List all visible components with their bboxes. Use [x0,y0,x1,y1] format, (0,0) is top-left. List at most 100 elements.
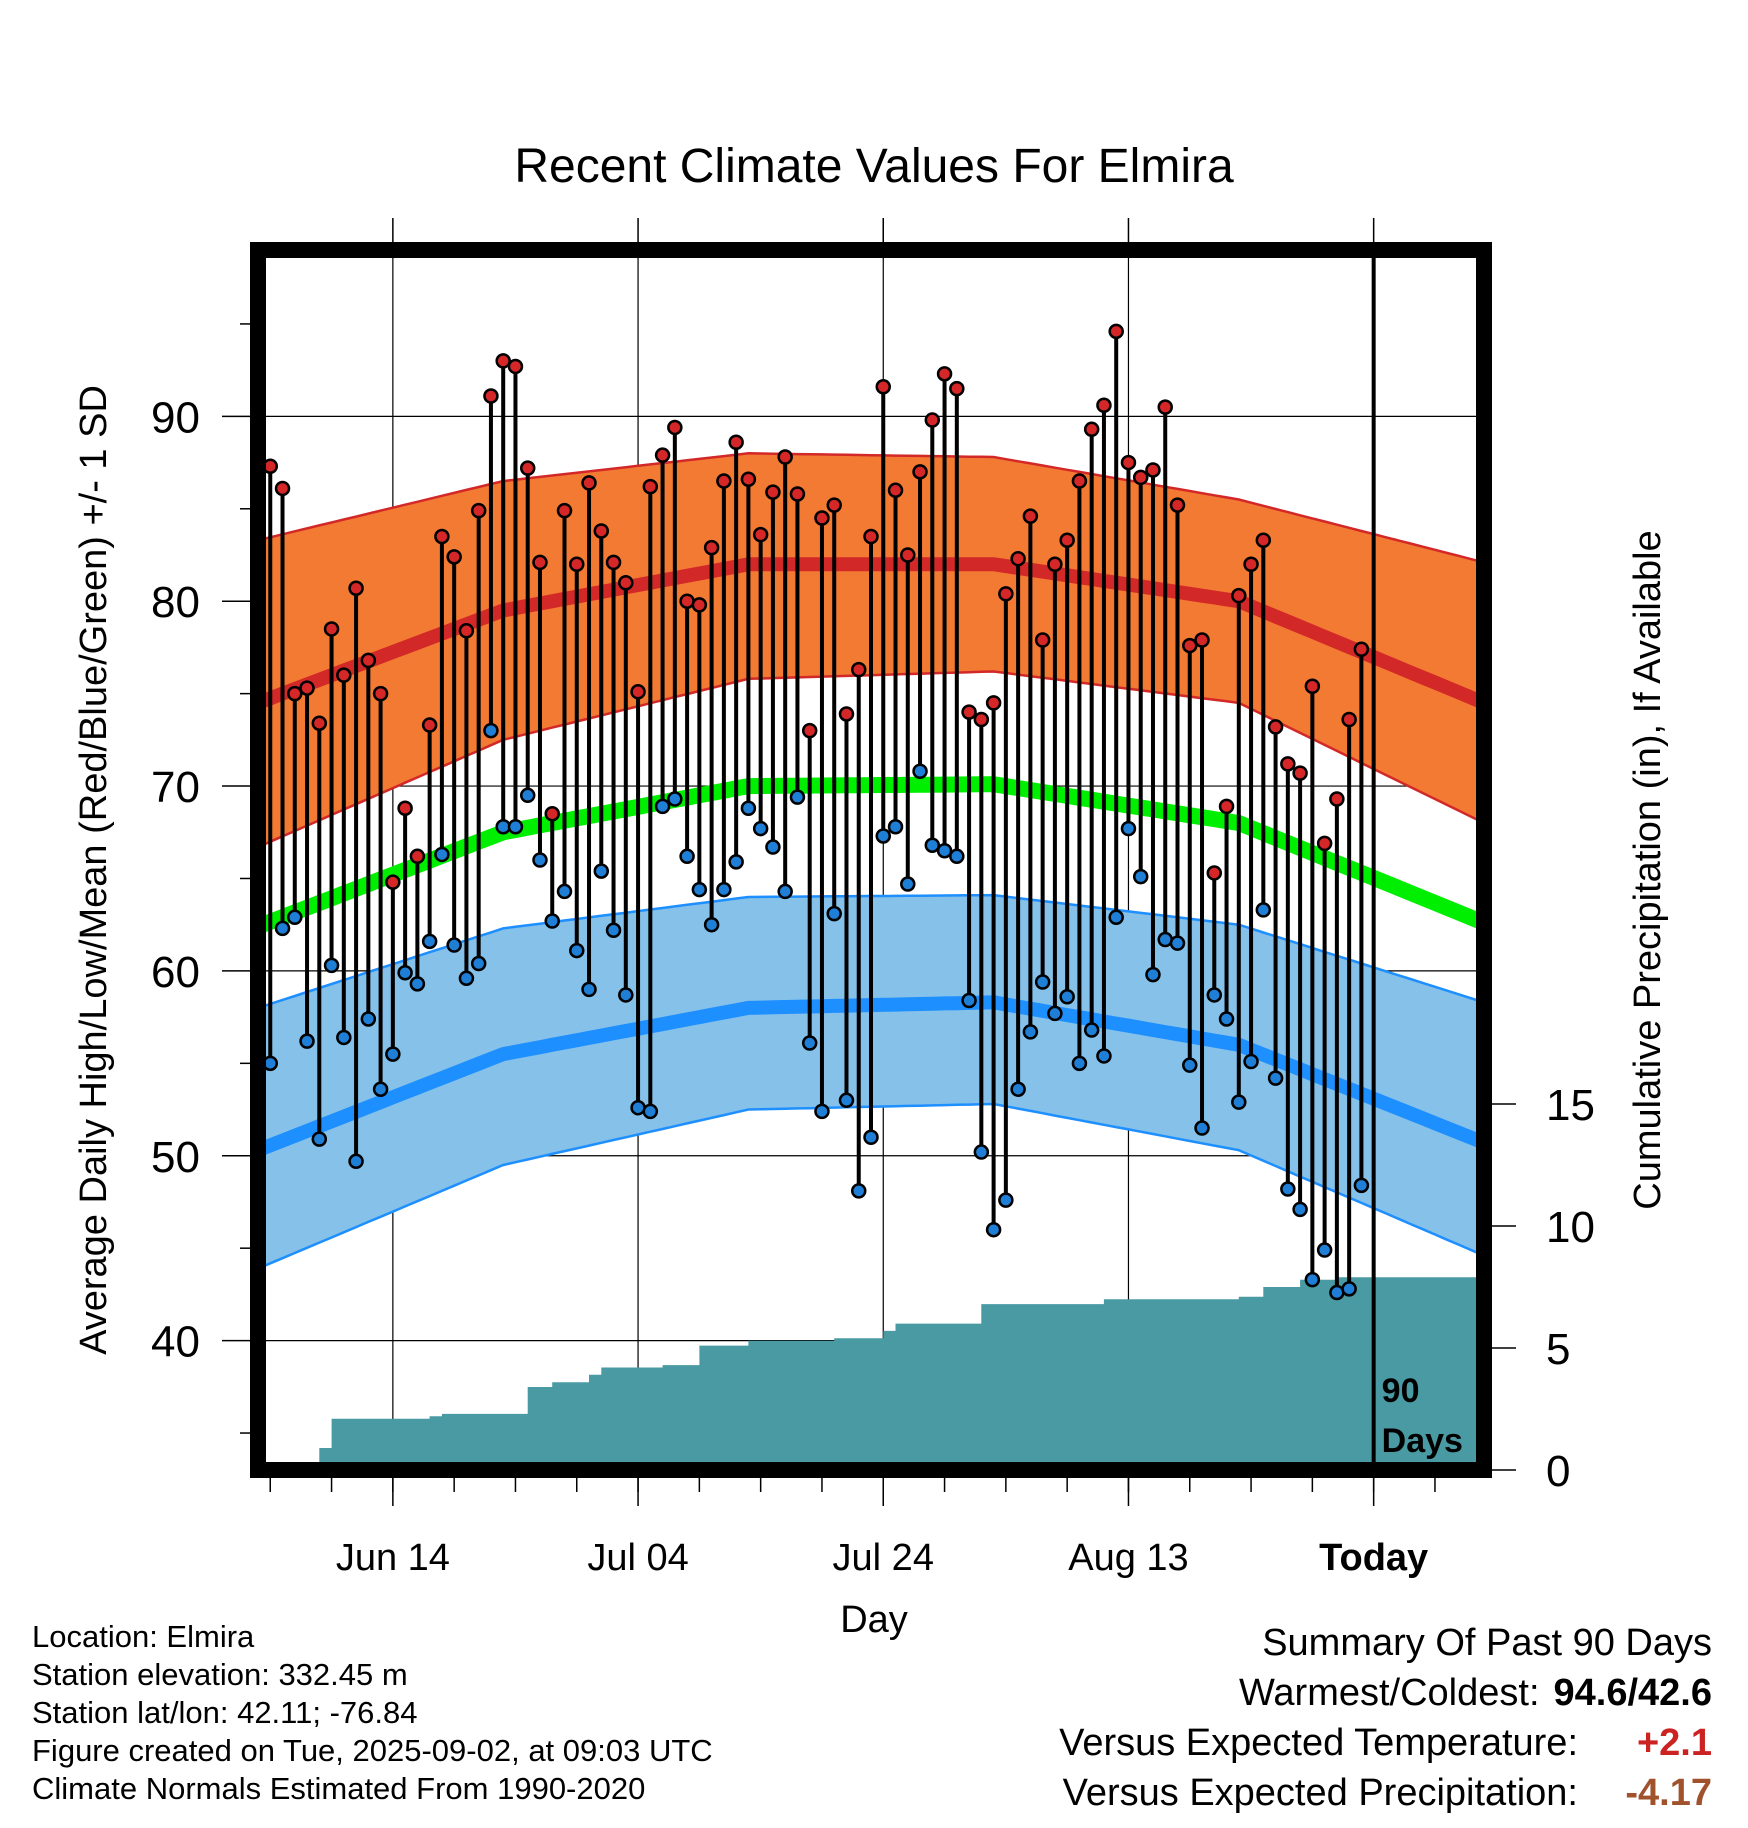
daily-low-point [519,787,536,804]
daily-low-point [998,1192,1014,1208]
summary-panel: Summary Of Past 90 Days Warmest/Coldest:… [1059,1618,1712,1818]
daily-high-point [274,480,291,497]
daily-high-point [544,806,560,822]
y2-axis-label: Cumulative Precipitation (in), If Availa… [1627,530,1669,1209]
daily-low-point [703,916,720,933]
daily-high-point [936,366,953,382]
daily-low-point [299,1033,315,1049]
daily-high-point [654,447,671,463]
daily-low-point [397,965,413,981]
daily-high-point [421,717,438,733]
x-tick-label: Jul 04 [587,1537,688,1579]
daily-low-point [777,883,793,900]
plot-frame [250,242,1492,1478]
daily-high-point [630,684,646,700]
daily-high-point [667,419,683,436]
daily-high-point [1059,532,1075,548]
daily-low-point [1280,1181,1296,1197]
daily-low-point [544,913,560,929]
daily-high-point [1157,399,1173,415]
daily-low-point [642,1103,659,1120]
location-text: Location: Elmira [32,1619,255,1654]
daily-low-point [372,1081,389,1097]
daily-low-point [949,848,965,865]
daily-low-point [716,881,732,898]
daily-high-point [1132,469,1149,486]
daily-high-point [642,478,659,495]
daily-high-point [1022,508,1039,524]
daily-high-point [470,502,487,519]
daily-low-point [1316,1242,1333,1258]
temp-value: +2.1 [1636,1722,1712,1764]
today-marker-label-line1: 90 [1382,1372,1420,1410]
daily-low-point [1194,1120,1210,1136]
daily-high-point [1304,678,1321,694]
daily-high-point [556,502,573,519]
summary-title: Summary Of Past 90 Days [1262,1622,1712,1664]
daily-high-point [912,464,928,480]
daily-low-point [985,1221,1002,1238]
daily-high-point [397,800,413,816]
daily-high-point [618,574,634,591]
daily-high-point [900,547,916,563]
daily-low-point [728,854,744,870]
temp-label: Versus Expected Temperature: [1059,1722,1578,1764]
daily-high-point [1316,835,1333,852]
y2-tick-label: 0 [1546,1447,1570,1496]
x-tick-label: Today [1319,1537,1428,1579]
daily-low-point [1132,868,1149,885]
daily-low-point [1157,931,1173,948]
x-axis-label: Day [840,1599,908,1641]
daily-low-point [814,1103,830,1120]
daily-high-point [593,523,610,539]
daily-high-point [569,556,585,572]
daily-high-point [1010,550,1026,567]
daily-low-point [789,789,806,805]
daily-low-point [1182,1057,1198,1073]
daily-low-point [765,839,781,855]
y-tick-label: 80 [151,578,200,627]
daily-high-point [483,388,499,404]
plot-area: 90 Days [258,250,1484,1470]
daily-low-point [434,846,450,863]
normal-high-upper-edge [258,452,1484,564]
daily-low-point [850,1183,867,1199]
daily-high-point [348,580,364,597]
daily-low-point [618,987,634,1003]
station-info: Location: Elmira Station elevation: 332.… [32,1618,713,1808]
daily-high-point [446,549,462,565]
daily-low-point [1034,974,1051,990]
daily-high-point [1329,791,1345,807]
daily-high-point [765,484,781,500]
daily-low-point [838,1092,855,1109]
daily-low-point [348,1153,364,1170]
y-tick-label: 90 [151,393,200,442]
x-tick-label: Aug 13 [1068,1537,1188,1579]
daily-high-point [1267,719,1284,735]
daily-low-point [961,992,977,1009]
daily-high-point [777,449,793,465]
daily-high-point [691,597,708,613]
daily-high-point [311,715,328,731]
daily-low-point [1108,909,1124,926]
chart-title: Recent Climate Values For Elmira [514,140,1234,193]
daily-high-point [703,539,720,556]
daily-low-point [801,1035,818,1051]
daily-low-point [323,957,340,974]
daily-low-point [532,852,548,868]
daily-high-point [434,528,450,545]
precip-value: -4.17 [1625,1772,1712,1814]
precip-area [282,1277,1484,1470]
daily-high-point [1047,556,1063,572]
daily-high-point [1096,397,1112,414]
daily-high-point [801,722,818,739]
daily-low-point [679,848,695,865]
daily-high-point [850,661,867,678]
daily-low-point [409,976,426,992]
daily-low-point [924,837,941,853]
daily-low-point [1120,820,1137,837]
daily-high-point [863,528,879,545]
summary-precipitation: Versus Expected Precipitation: -4.17 [1059,1768,1712,1818]
latlon-text: Station lat/lon: 42.11; -76.84 [32,1695,418,1730]
